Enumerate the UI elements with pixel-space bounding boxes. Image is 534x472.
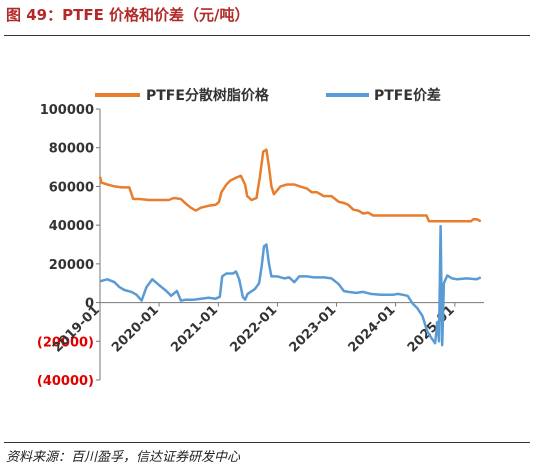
series-line-spread	[99, 224, 482, 347]
figure-title: 图 49：PTFE 价格和价差（元/吨）	[6, 6, 250, 24]
chart-axes: 100000 80000 60000 40000 20000 0 (20000) (40000…	[37, 103, 484, 389]
y-tick-label: 0	[85, 297, 94, 312]
legend-label-spread: PTFE价差	[374, 87, 441, 104]
source-note: 资料来源：百川盈孚，信达证券研发中心	[6, 450, 241, 465]
y-tick-label: 60000	[49, 180, 94, 195]
y-tick-label: 80000	[49, 142, 94, 157]
x-tick-label: 2020-01	[109, 303, 162, 356]
y-tick-label: 20000	[49, 258, 94, 273]
y-tick-label: (20000)	[37, 335, 94, 350]
ptfe-line-chart: PTFE分散树脂价格 PTFE价差 100000 80000 60000 40000 2…	[37, 87, 484, 389]
series-line-price	[98, 148, 482, 223]
y-tick-label: 40000	[49, 219, 94, 234]
chart-series	[98, 148, 482, 347]
source-rule	[4, 442, 530, 443]
title-rule	[4, 35, 530, 36]
x-tick-label: 2025-01	[405, 303, 458, 356]
legend-label-price: PTFE分散树脂价格	[146, 87, 270, 104]
x-tick-label: 2022-01	[227, 303, 280, 356]
chart-legend: PTFE分散树脂价格 PTFE价差	[95, 87, 441, 104]
x-tick-label: 2024-01	[346, 303, 399, 356]
y-tick-label: 100000	[40, 103, 94, 118]
x-tick-label: 2023-01	[287, 303, 340, 356]
x-tick-label: 2021-01	[168, 303, 221, 356]
y-tick-label: (40000)	[37, 374, 94, 389]
